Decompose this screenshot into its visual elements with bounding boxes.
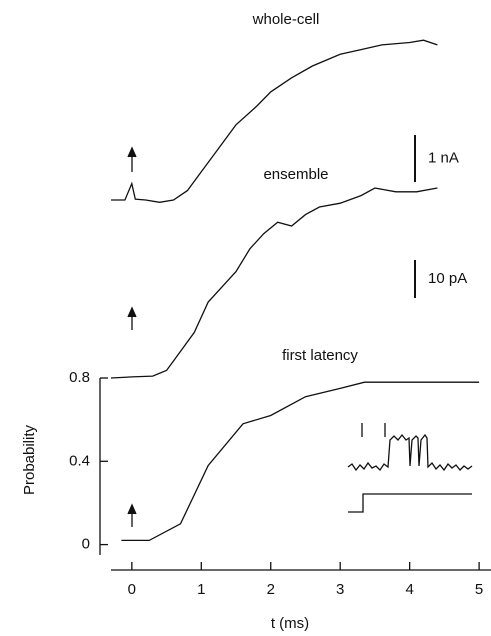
x-tick-label: 3 — [336, 581, 344, 598]
stimulus-arrows — [127, 146, 137, 527]
x-tick-label: 2 — [267, 581, 275, 598]
scale-bar-label: 10 pA — [428, 270, 467, 287]
x-tick-label: 1 — [197, 581, 205, 598]
x-tick-label: 5 — [475, 581, 483, 598]
trace — [110, 187, 438, 379]
scale-bar-label: 1 nA — [428, 149, 459, 166]
y-axis-label: Probability — [21, 424, 38, 495]
trace — [121, 381, 480, 542]
panel-title: first latency — [282, 347, 358, 364]
panel-title: ensemble — [263, 166, 328, 183]
y-tick-label: 0.4 — [69, 452, 90, 469]
x-tick-label: 4 — [405, 581, 413, 598]
x-axis-label: t (ms) — [271, 615, 309, 632]
y-tick-label: 0 — [82, 536, 90, 553]
trace — [111, 39, 438, 203]
inset-record — [347, 423, 473, 513]
y-tick-label: 0.8 — [69, 369, 90, 386]
panel-title: whole-cell — [252, 11, 320, 28]
x-tick-label: 0 — [128, 581, 136, 598]
